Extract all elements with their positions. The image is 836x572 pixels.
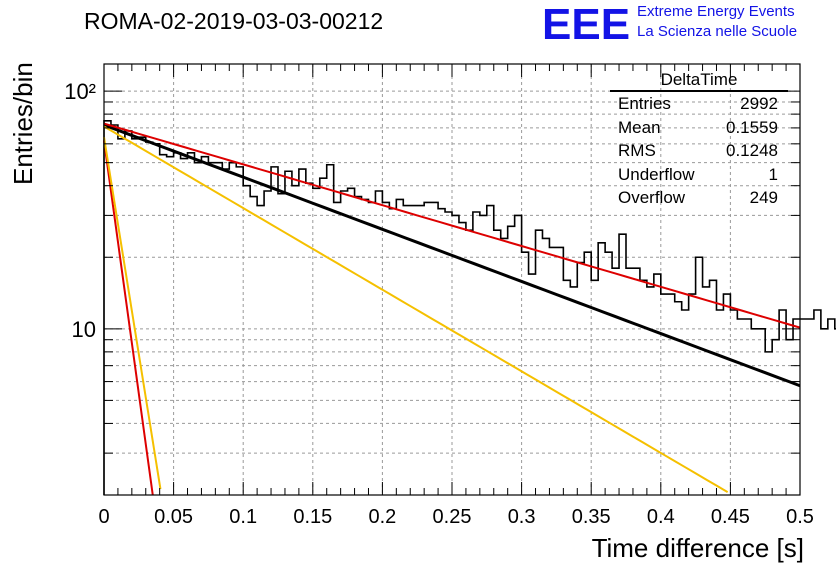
stats-row: RMS 0.1248 — [612, 139, 778, 163]
stats-value: 249 — [749, 188, 778, 207]
x-tick-label: 0.2 — [368, 506, 396, 528]
black-fit-line — [103, 123, 801, 388]
x-tick-label: 0.35 — [572, 506, 611, 528]
orange-slow-line — [103, 125, 729, 493]
stats-label: Mean — [618, 117, 661, 137]
stats-label: Overflow — [618, 188, 686, 207]
axis-ticks — [103, 64, 801, 496]
stats-value: 1 — [768, 164, 778, 184]
stats-box: DeltaTime Entries 2992 Mean 0.1559 RMS 0.1248… — [610, 70, 788, 210]
stats-value: 2992 — [740, 94, 778, 113]
stats-label: RMS — [618, 141, 656, 160]
x-tick-label: 0 — [98, 506, 109, 528]
logo-line-2: La Scienza nelle Scuole — [637, 23, 798, 40]
run-title: ROMA-02-2019-03-03-00212 — [84, 8, 384, 34]
x-tick-label: 0.45 — [711, 506, 750, 528]
histogram-steps — [103, 119, 836, 495]
stats-row: Overflow 249 — [612, 186, 778, 210]
x-tick-label: 0.4 — [647, 506, 675, 528]
stats-value: 0.1559 — [726, 117, 778, 137]
stats-title: DeltaTime — [610, 70, 788, 92]
orange-fast-line — [103, 137, 162, 490]
red-fast-line — [103, 140, 154, 495]
x-axis-label: Time difference [s] — [591, 533, 804, 563]
tick-labels: 0 0.05 0.1 0.15 0.2 0.25 0.3 0.35 0.4 0.45 0.51010… — [64, 79, 814, 528]
eee-logo: EEE — [542, 0, 631, 49]
red-slow-line — [103, 122, 801, 329]
stats-value: 0.1248 — [726, 141, 778, 160]
x-tick-label: 0.1 — [229, 506, 257, 528]
y-axis-label: Entries/bin — [8, 62, 38, 185]
x-tick-label: 0.05 — [154, 506, 193, 528]
y-tick-label: 10 — [72, 317, 96, 342]
stats-row: Entries 2992 — [612, 92, 778, 116]
stats-row: Underflow 1 — [612, 163, 778, 187]
y-tick-label: 10² — [64, 79, 96, 104]
x-tick-label: 0.3 — [508, 506, 536, 528]
logo-line-1: Extreme Energy Events — [637, 3, 795, 20]
stats-row: Mean 0.1559 — [612, 116, 778, 140]
gridlines — [104, 64, 800, 496]
stats-label: Underflow — [618, 164, 695, 184]
x-tick-label: 0.15 — [293, 506, 332, 528]
stats-rows: Entries 2992 Mean 0.1559 RMS 0.1248 Underflow 1… — [612, 92, 778, 210]
x-tick-label: 0.25 — [433, 506, 472, 528]
x-tick-label: 0.5 — [786, 506, 814, 528]
stats-label: Entries — [618, 94, 671, 113]
histogram — [103, 119, 836, 495]
fit-lines — [103, 122, 801, 495]
